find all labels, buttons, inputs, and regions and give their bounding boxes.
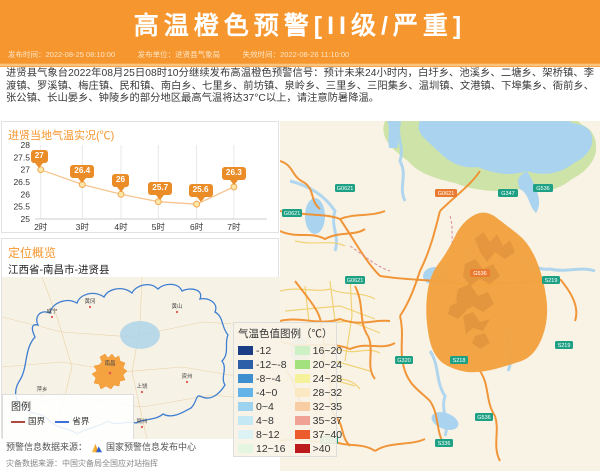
svg-text:南昌: 南昌 [104, 359, 115, 367]
svg-text:咸宁: 咸宁 [46, 307, 58, 315]
svg-text:赣州: 赣州 [136, 417, 147, 425]
svg-text:G536: G536 [536, 186, 549, 192]
svg-text:萍乡: 萍乡 [36, 385, 47, 393]
svg-text:资州: 资州 [181, 372, 192, 380]
svg-text:G536: G536 [473, 271, 486, 277]
svg-text:27.5: 27.5 [13, 152, 30, 162]
svg-text:27: 27 [21, 165, 31, 175]
svg-text:3时: 3时 [76, 222, 90, 232]
svg-text:G0621: G0621 [337, 186, 354, 192]
svg-text:S219: S219 [545, 278, 558, 284]
svg-text:26: 26 [21, 189, 31, 199]
svg-text:28: 28 [21, 140, 31, 150]
svg-text:G0621: G0621 [347, 278, 364, 284]
svg-text:5时: 5时 [152, 222, 166, 232]
svg-text:G0621: G0621 [438, 191, 455, 197]
svg-text:7时: 7时 [227, 222, 241, 232]
svg-text:26.5: 26.5 [13, 177, 30, 187]
svg-text:25.5: 25.5 [13, 202, 30, 212]
svg-text:25: 25 [21, 214, 31, 224]
svg-text:S218: S218 [453, 358, 466, 364]
svg-text:6时: 6时 [190, 222, 204, 232]
svg-text:G320: G320 [397, 358, 410, 364]
svg-text:黄冈: 黄冈 [84, 297, 95, 305]
svg-text:S336: S336 [438, 441, 451, 447]
svg-text:黄山: 黄山 [171, 302, 182, 310]
svg-text:G347: G347 [501, 191, 514, 197]
svg-text:G0621: G0621 [284, 211, 301, 217]
svg-text:上饶: 上饶 [136, 382, 148, 390]
svg-text:2时: 2时 [34, 222, 48, 232]
svg-text:4时: 4时 [114, 222, 128, 232]
svg-text:S219: S219 [558, 343, 571, 349]
svg-text:G536: G536 [477, 415, 490, 421]
